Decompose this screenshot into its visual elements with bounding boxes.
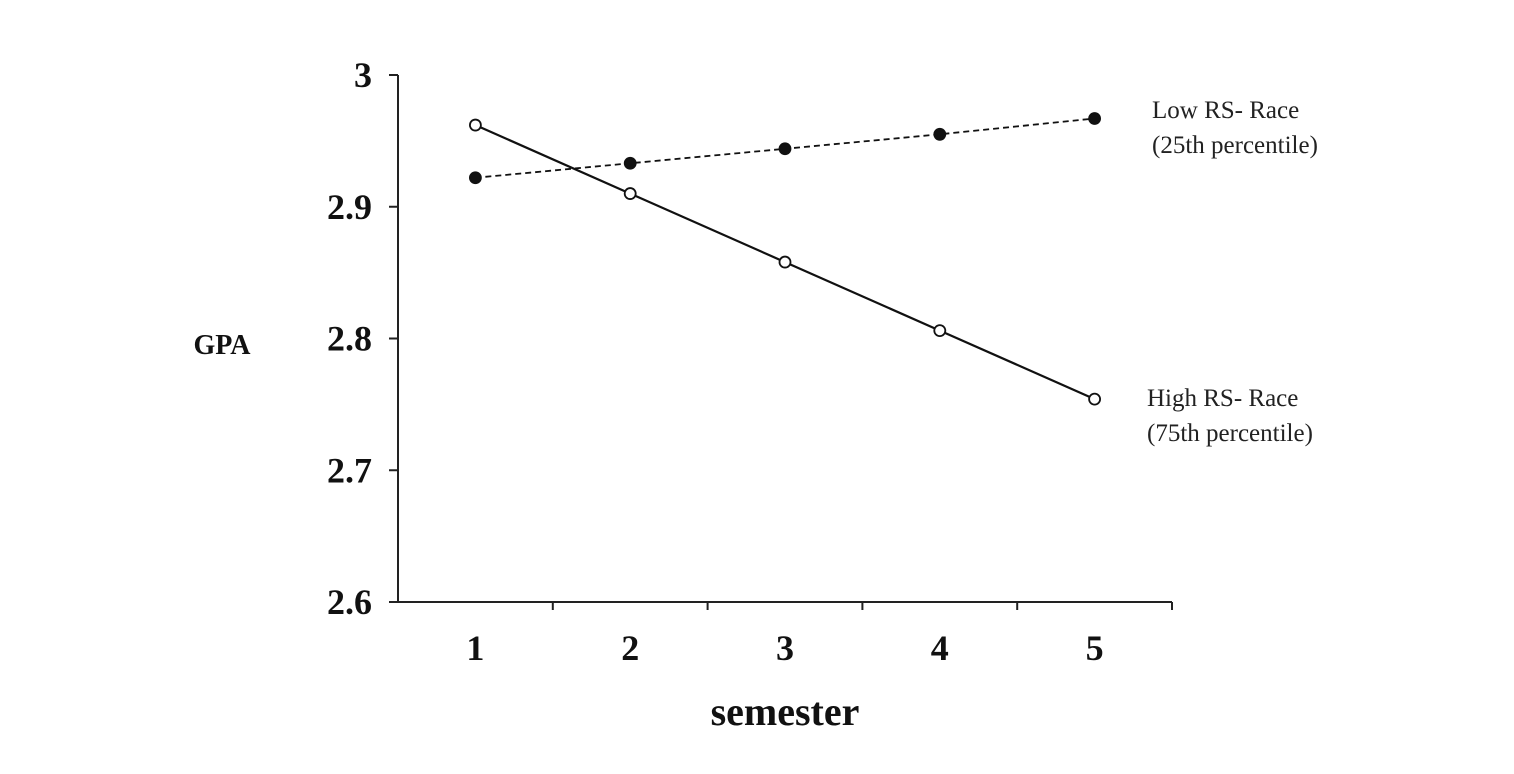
series-label: (25th percentile)	[1152, 132, 1318, 159]
data-point	[623, 187, 637, 200]
x-tick-label: 4	[931, 628, 949, 668]
y-tick-label: 2.8	[327, 319, 372, 359]
series-label: High RS- Race	[1147, 385, 1298, 412]
y-tick-label: 2.9	[327, 187, 372, 227]
data-point	[933, 324, 947, 337]
series-layer	[468, 112, 1101, 406]
data-point	[1088, 392, 1101, 406]
y-tick-label: 2.6	[327, 582, 372, 622]
y-axis-title: GPA	[193, 330, 251, 361]
data-point	[778, 142, 792, 156]
x-tick-label: 5	[1086, 628, 1104, 668]
data-point	[933, 127, 947, 141]
series-label: (75th percentile)	[1147, 420, 1313, 447]
data-point	[468, 118, 482, 132]
x-tick-label: 2	[621, 628, 639, 668]
y-tick-label: 2.7	[327, 450, 372, 490]
series-label: Low RS- Race	[1152, 97, 1299, 124]
x-tick-label: 3	[776, 628, 794, 668]
data-point	[778, 255, 792, 269]
x-axis-title: semester	[711, 689, 860, 734]
x-ticks: 1 2 3 4 5	[466, 602, 1173, 668]
y-ticks: 2.6 2.7 2.8 2.9 3	[327, 55, 398, 622]
series-labels: Low RS- Race (25th percentile) High RS- Ra…	[1147, 97, 1318, 447]
data-point	[623, 156, 637, 170]
data-point	[1088, 112, 1101, 125]
y-tick-label: 3	[354, 55, 372, 95]
data-point	[468, 171, 482, 185]
x-tick-label: 1	[466, 628, 484, 668]
